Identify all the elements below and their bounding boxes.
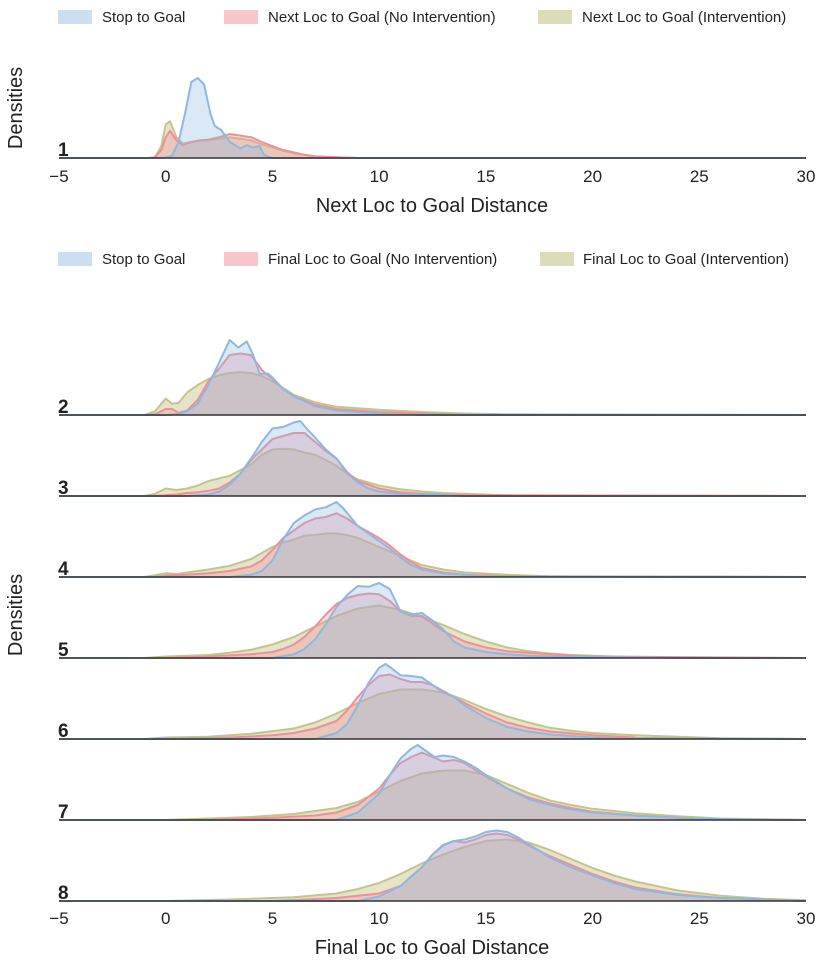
legend-label-intervention: Next Loc to Goal (Intervention): [582, 9, 786, 26]
row-label-1: 1: [58, 140, 69, 161]
density-area-no-intervention-row-6: [59, 674, 806, 739]
density-line-intervention-row-3: [59, 447, 807, 497]
x-tick-label: 5: [268, 167, 277, 186]
ridge-row-5: 5: [58, 582, 807, 661]
density-line-no-intervention-row-6: [59, 673, 807, 740]
row-label-8: 8: [58, 883, 69, 904]
ridge-row-8: 8: [58, 829, 807, 904]
x-ticks-bottom: −5 0 5 10 15 20 25 30: [49, 909, 815, 928]
legend-swatch-stop: [58, 252, 92, 266]
density-line-stop-to-goal-row-5: [59, 582, 807, 659]
x-tick-label: 5: [268, 909, 277, 928]
row-label-4: 4: [58, 559, 69, 580]
legend-swatch-intervention: [540, 252, 574, 266]
density-line-no-intervention-row-2: [59, 352, 806, 416]
x-axis-label-bottom: Final Loc to Goal Distance: [315, 937, 550, 959]
density-line-intervention-row-6: [59, 688, 807, 740]
ridge-row-7: 7: [58, 744, 807, 823]
ridge-row-1: 1: [58, 77, 806, 161]
density-area-intervention-row-7: [59, 770, 806, 820]
density-area-no-intervention-row-1: [59, 130, 806, 158]
density-line-intervention-row-8: [59, 838, 807, 902]
density-area-no-intervention-row-7: [59, 752, 806, 820]
density-line-intervention-row-2: [59, 371, 807, 416]
x-tick-label: 15: [476, 909, 495, 928]
density-area-no-intervention-row-3: [59, 433, 806, 496]
legend-swatch-stop: [58, 10, 92, 24]
x-tick-label: 0: [161, 167, 170, 186]
density-area-intervention-row-6: [59, 689, 806, 739]
legend-label-stop: Stop to Goal: [102, 251, 185, 268]
density-area-stop-to-goal-row-8: [59, 830, 806, 901]
x-axis-label-top: Next Loc to Goal Distance: [316, 195, 548, 217]
row-label-7: 7: [58, 802, 69, 823]
x-tick-label: −5: [49, 909, 68, 928]
x-tick-label: 25: [690, 167, 709, 186]
density-area-stop-to-goal-row-2: [59, 340, 806, 415]
legend-label-stop: Stop to Goal: [102, 9, 185, 26]
x-tick-label: 25: [690, 909, 709, 928]
legend-label-intervention: Final Loc to Goal (Intervention): [583, 251, 789, 268]
legend-swatch-intervention: [538, 10, 572, 24]
row-label-6: 6: [58, 721, 69, 742]
density-line-no-intervention-row-4: [59, 512, 807, 578]
density-area-no-intervention-row-5: [59, 593, 806, 658]
plot-area: 1 2 3 4 5 6 7 8: [58, 77, 807, 904]
density-area-intervention-row-3: [59, 448, 806, 496]
x-tick-label: 30: [797, 167, 816, 186]
density-line-stop-to-goal-row-3: [59, 420, 806, 497]
row-label-5: 5: [58, 640, 69, 661]
density-line-stop-to-goal-row-7: [59, 744, 807, 821]
x-tick-label: 10: [370, 167, 389, 186]
x-tick-label: 20: [583, 167, 602, 186]
legend-bottom: Stop to Goal Final Loc to Goal (No Inter…: [58, 251, 789, 268]
ridge-row-6: 6: [58, 663, 807, 742]
density-area-intervention-row-4: [59, 533, 806, 577]
ridge-row-4: 4: [58, 501, 807, 580]
density-area-no-intervention-row-2: [59, 353, 806, 415]
legend-swatch-no-intervention: [224, 252, 258, 266]
legend-top: Stop to Goal Next Loc to Goal (No Interv…: [58, 9, 786, 26]
legend-label-no-intervention: Next Loc to Goal (No Intervention): [268, 9, 496, 26]
ridge-row-3: 3: [58, 420, 807, 499]
x-ticks-top: −5 0 5 10 15 20 25 30: [49, 167, 815, 186]
density-area-stop-to-goal-row-6: [59, 664, 806, 739]
x-tick-label: 30: [797, 909, 816, 928]
density-line-stop-to-goal-row-1: [59, 77, 806, 159]
density-line-no-intervention-row-5: [59, 592, 807, 659]
legend-label-no-intervention: Final Loc to Goal (No Intervention): [268, 251, 497, 268]
x-tick-label: 0: [161, 909, 170, 928]
x-tick-label: −5: [49, 167, 68, 186]
ridge-row-2: 2: [58, 339, 807, 418]
density-line-stop-to-goal-row-8: [59, 829, 807, 902]
density-area-stop-to-goal-row-1: [59, 78, 806, 158]
density-line-no-intervention-row-3: [59, 432, 807, 497]
density-line-stop-to-goal-row-6: [59, 663, 807, 740]
density-area-stop-to-goal-row-4: [59, 502, 806, 577]
x-tick-label: 10: [370, 909, 389, 928]
density-line-stop-to-goal-row-4: [59, 501, 807, 578]
x-tick-label: 20: [583, 909, 602, 928]
density-line-stop-to-goal-row-2: [59, 339, 806, 416]
density-area-intervention-row-1: [59, 121, 806, 158]
y-axis-label-top: Densities: [5, 67, 27, 149]
density-area-stop-to-goal-row-3: [59, 421, 806, 496]
density-line-intervention-row-7: [59, 769, 807, 821]
x-tick-label: 15: [476, 167, 495, 186]
y-axis-label-bottom: Densities: [5, 574, 27, 656]
density-area-stop-to-goal-row-7: [59, 745, 806, 820]
density-area-intervention-row-2: [59, 372, 806, 415]
row-label-2: 2: [58, 397, 69, 418]
density-area-intervention-row-8: [59, 839, 806, 901]
density-area-intervention-row-5: [59, 605, 806, 658]
density-line-intervention-row-4: [59, 532, 807, 578]
row-label-3: 3: [58, 478, 69, 499]
legend-swatch-no-intervention: [224, 10, 258, 24]
